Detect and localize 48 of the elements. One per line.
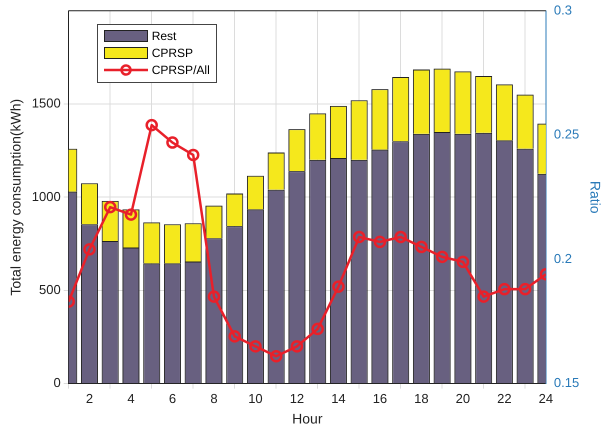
x-tick-label: 18 — [414, 390, 429, 406]
point — [186, 148, 200, 162]
y-axis-title: Total energy consumption(kWh) — [7, 98, 24, 296]
point — [145, 118, 158, 132]
x-tick-label: 14 — [331, 390, 346, 406]
x-axis-title: Hour — [292, 410, 323, 426]
x-tick-label: 24 — [538, 390, 554, 406]
point — [477, 290, 490, 303]
x-tick-label: 12 — [290, 390, 304, 406]
point — [249, 340, 262, 353]
point — [415, 240, 428, 254]
y-tick-label: 1000 — [32, 188, 61, 204]
x-tick-label: 20 — [456, 390, 470, 406]
point — [228, 330, 241, 343]
point — [290, 340, 304, 353]
point — [352, 230, 366, 244]
y2-tick-label: 0.3 — [554, 2, 572, 18]
x-tick-label: 8 — [210, 390, 218, 406]
point — [498, 282, 511, 296]
point — [456, 256, 470, 268]
y-tick-label: 1500 — [32, 96, 61, 111]
x-tick-label: 6 — [168, 390, 176, 406]
y2-tick-label: 0.25 — [554, 126, 580, 142]
legend-label: CPRSP/All — [152, 62, 210, 79]
point — [208, 290, 220, 303]
legend-label: Rest — [152, 28, 176, 45]
point — [166, 136, 179, 149]
point — [311, 322, 324, 336]
point — [332, 280, 345, 293]
y-tick-label: 500 — [39, 282, 61, 297]
point — [124, 208, 138, 221]
point — [270, 350, 282, 363]
point — [518, 282, 532, 296]
y2-tick-label: 0.15 — [554, 375, 580, 390]
point — [83, 243, 96, 256]
x-tick-label: 10 — [248, 390, 263, 406]
point — [394, 230, 407, 244]
x-tick-label: 2 — [86, 390, 94, 406]
x-tick-label: 16 — [372, 390, 388, 406]
x-tick-label: 4 — [127, 390, 135, 406]
y2-axis-title: Ratio — [588, 180, 604, 214]
point — [374, 236, 386, 248]
point — [104, 200, 116, 214]
point — [436, 250, 448, 264]
y-tick-label: 0 — [53, 375, 61, 390]
legend-label: CPRSP — [152, 44, 194, 62]
y2-tick-label: 0.2 — [554, 250, 572, 266]
x-tick-label: 22 — [497, 390, 512, 406]
